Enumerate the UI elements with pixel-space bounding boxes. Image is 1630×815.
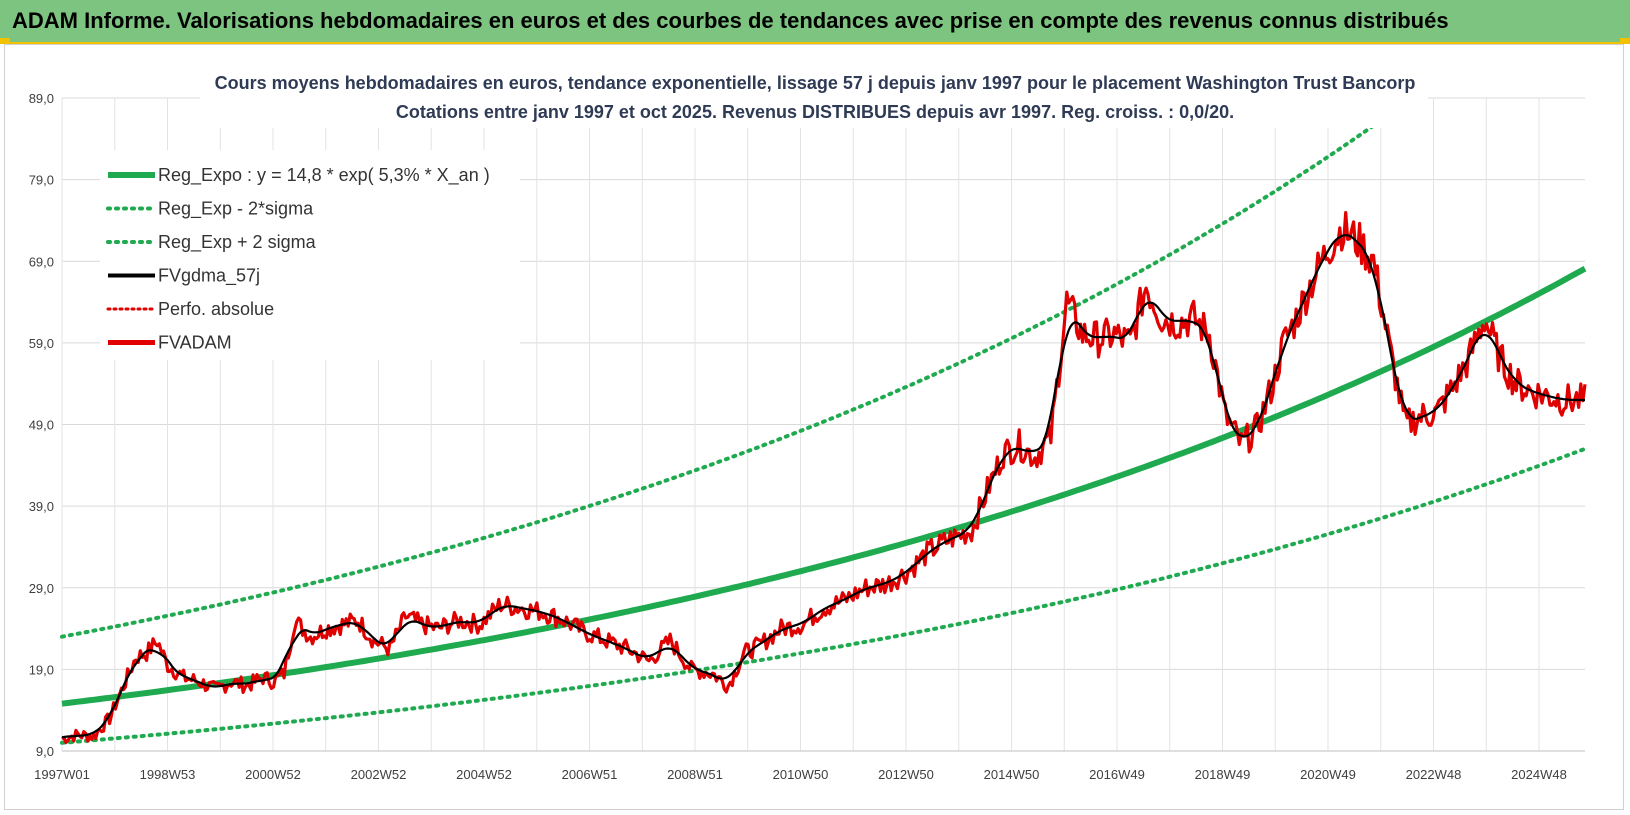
x-tick-label: 2008W51 [667, 767, 723, 782]
y-tick-label: 29,0 [29, 581, 54, 596]
y-tick-label: 69,0 [29, 254, 54, 269]
legend-label: Reg_Exp - 2*sigma [158, 199, 314, 220]
series-fvadam [61, 211, 1587, 745]
legend-label: FVgdma_57j [158, 266, 260, 287]
chart-legend: Reg_Expo : y = 14,8 * exp( 5,3% * X_an )… [100, 150, 520, 360]
series-reg-minus-2sigma [60, 446, 1587, 745]
legend-label: FVADAM [158, 333, 232, 353]
series-reg-plus-2sigma [60, 97, 1413, 639]
chart-axes: 9,0 19,0 29,0 39,0 49,0 59,0 69,0 79,0 89,0 1997W… [29, 91, 1585, 782]
y-tick-label: 79,0 [29, 173, 54, 188]
chart-frame [4, 44, 1624, 810]
x-tick-label: 2002W52 [351, 767, 407, 782]
banner-title: ADAM Informe. Valorisations hebdomadaire… [12, 8, 1449, 33]
y-tick-label: 89,0 [29, 91, 54, 106]
chart-series [60, 97, 1587, 745]
x-tick-label: 1998W53 [140, 767, 196, 782]
chart-subtitle: Cotations entre janv 1997 et oct 2025. R… [396, 102, 1234, 122]
x-tick-label: 2010W50 [773, 767, 829, 782]
corner-marker-left [0, 38, 10, 44]
legend-background [100, 150, 520, 360]
x-tick-label: 1997W01 [34, 767, 90, 782]
series-reg-expo [61, 265, 1587, 707]
y-tick-label: 49,0 [29, 418, 54, 433]
x-tick-label: 2024W48 [1511, 767, 1567, 782]
x-tick-label: 2016W49 [1089, 767, 1145, 782]
y-tick-label: 19,0 [29, 662, 54, 677]
y-tick-label: 9,0 [36, 744, 54, 759]
legend-label: Reg_Expo : y = 14,8 * exp( 5,3% * X_an ) [158, 165, 490, 186]
x-tick-label: 2004W52 [456, 767, 512, 782]
chart-title: Cours moyens hebdomadaires en euros, ten… [215, 73, 1416, 93]
corner-marker-right [1620, 38, 1630, 44]
x-tick-label: 2022W48 [1406, 767, 1462, 782]
series-fvgdma-57j [61, 234, 1585, 739]
x-tick-label: 2020W49 [1300, 767, 1356, 782]
x-tick-label: 2018W49 [1195, 767, 1251, 782]
y-tick-label: 59,0 [29, 336, 54, 351]
x-tick-label: 2006W51 [562, 767, 618, 782]
x-tick-label: 2014W50 [984, 767, 1040, 782]
legend-label: Perfo. absolue [158, 299, 274, 319]
y-tick-label: 39,0 [29, 499, 54, 514]
x-tick-label: 2000W52 [245, 767, 301, 782]
x-tick-label: 2012W50 [878, 767, 934, 782]
title-background [200, 64, 1428, 128]
header-banner: ADAM Informe. Valorisations hebdomadaire… [0, 0, 1630, 44]
legend-label: Reg_Exp + 2 sigma [158, 232, 317, 253]
